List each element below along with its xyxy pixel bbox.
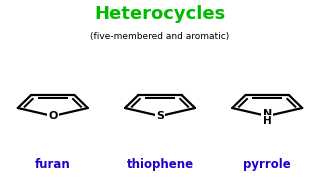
Text: H: H (263, 116, 272, 126)
Text: O: O (48, 111, 58, 121)
Text: Heterocycles: Heterocycles (94, 5, 226, 23)
Text: pyrrole: pyrrole (243, 158, 291, 171)
Text: thiophene: thiophene (126, 158, 194, 171)
Text: N: N (263, 109, 272, 119)
Text: (five-membered and aromatic): (five-membered and aromatic) (90, 32, 230, 41)
Text: furan: furan (35, 158, 71, 171)
Text: S: S (156, 111, 164, 121)
